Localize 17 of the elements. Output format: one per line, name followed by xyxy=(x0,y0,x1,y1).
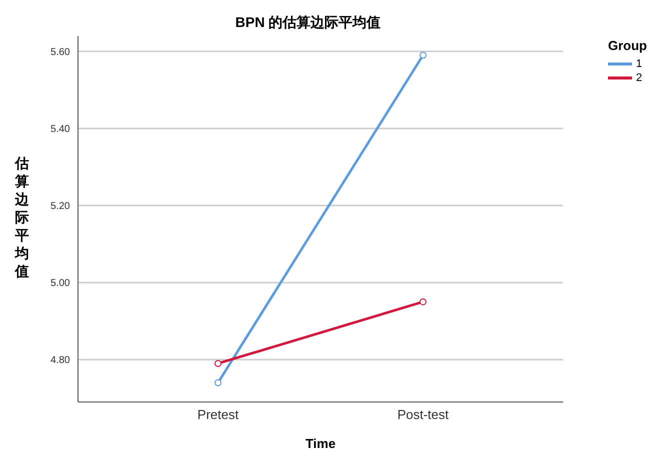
y-axis-title: 估算边际平均值 xyxy=(14,155,30,279)
legend-label: 1 xyxy=(636,58,642,70)
point xyxy=(420,52,426,59)
point xyxy=(214,360,222,367)
x-axis-title: Time xyxy=(305,436,336,451)
y-tick-label: 4.80 xyxy=(50,355,70,366)
point xyxy=(420,298,426,306)
chart-title: BPN 的估算边际平均值 xyxy=(234,14,382,32)
y-tick-label: 5.00 xyxy=(50,278,70,290)
y-tick-label: 5.40 xyxy=(50,124,70,136)
x-tick-label: Post-test xyxy=(397,407,450,422)
y-tick-label: 5.60 xyxy=(50,46,70,58)
legend-title: Group xyxy=(608,38,648,53)
point xyxy=(214,379,222,386)
x-tick-label: Pretest xyxy=(197,407,239,422)
y-tick-label: 5.20 xyxy=(50,201,70,212)
legend-label: 2 xyxy=(636,72,642,84)
